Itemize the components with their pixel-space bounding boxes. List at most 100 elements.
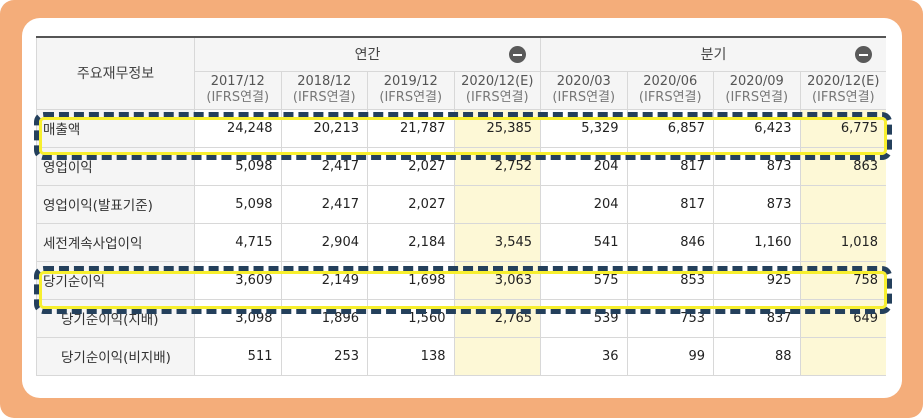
row-label: 당기순이익(지배) <box>36 298 195 338</box>
value-cell: 5,329 <box>540 108 628 148</box>
value-cell: 649 <box>799 298 886 338</box>
value-cell: 2,027 <box>367 146 455 186</box>
value-cell: 2,752 <box>453 146 542 186</box>
period-date: 2020/12(E) <box>461 73 534 89</box>
value-cell: 3,545 <box>453 222 542 262</box>
period-basis: (IFRS연결) <box>379 89 443 105</box>
minus-circle-icon[interactable] <box>509 46 527 63</box>
period-header-cell: 2020/09 (IFRS연결) <box>713 70 801 110</box>
period-date: 2020/06 <box>643 73 698 89</box>
period-basis: (IFRS연결) <box>465 89 529 105</box>
value-cell: 837 <box>713 298 801 338</box>
annual-group-header: 연간 <box>193 36 542 72</box>
period-header-cell: 2018/12 (IFRS연결) <box>280 70 368 110</box>
table-body: 매출액 24,248 20,213 21,787 25,385 5,329 6,857 6,4… <box>36 108 886 376</box>
value-cell <box>799 184 886 224</box>
row-label: 영업이익 <box>36 146 195 186</box>
financial-summary-table: 주요재무정보 연간 분기 2017/12 (IFRS연결) 2018/12 (IFRS… <box>36 36 886 376</box>
value-cell: 539 <box>540 298 628 338</box>
value-cell: 758 <box>799 260 886 300</box>
period-basis: (IFRS연결) <box>811 89 875 105</box>
value-cell: 25,385 <box>453 108 542 148</box>
period-date: 2020/09 <box>729 73 784 89</box>
value-cell: 4,715 <box>194 222 282 262</box>
value-cell: 1,698 <box>367 260 455 300</box>
value-cell: 846 <box>626 222 715 262</box>
value-cell: 2,904 <box>280 222 368 262</box>
period-basis: (IFRS연결) <box>725 89 789 105</box>
value-cell <box>799 336 886 376</box>
value-cell: 853 <box>626 260 715 300</box>
content-panel: 주요재무정보 연간 분기 2017/12 (IFRS연결) 2018/12 (IFRS… <box>22 18 902 398</box>
value-cell: 88 <box>713 336 801 376</box>
period-basis: (IFRS연결) <box>206 89 270 105</box>
table-row: 영업이익(발표기준) 5,098 2,417 2,027 204 817 873 <box>36 184 886 224</box>
period-date: 2020/03 <box>556 73 611 89</box>
value-cell <box>453 336 542 376</box>
table-row: 매출액 24,248 20,213 21,787 25,385 5,329 6,857 6,4… <box>36 108 886 148</box>
period-date: 2018/12 <box>297 73 352 89</box>
value-cell: 3,098 <box>194 298 282 338</box>
value-cell: 2,149 <box>280 260 368 300</box>
value-cell: 6,423 <box>713 108 801 148</box>
value-cell: 753 <box>626 298 715 338</box>
period-header-cell: 2020/12(E) (IFRS연결) <box>453 70 542 110</box>
value-cell: 21,787 <box>367 108 455 148</box>
value-cell: 2,417 <box>280 146 368 186</box>
period-header-cell: 2017/12 (IFRS연결) <box>194 70 282 110</box>
period-basis: (IFRS연결) <box>638 89 702 105</box>
table-row: 당기순이익 3,609 2,149 1,698 3,063 575 853 925 758 <box>36 260 886 300</box>
period-header-cell: 2020/12(E) (IFRS연결) <box>799 70 886 110</box>
value-cell: 2,027 <box>367 184 455 224</box>
table-row: 영업이익 5,098 2,417 2,027 2,752 204 817 873 863 <box>36 146 886 186</box>
value-cell: 1,896 <box>280 298 368 338</box>
quarter-label: 분기 <box>700 47 727 64</box>
value-cell: 925 <box>713 260 801 300</box>
period-date: 2020/12(E) <box>807 73 880 89</box>
value-cell: 575 <box>540 260 628 300</box>
value-cell: 863 <box>799 146 886 186</box>
quarter-group-header: 분기 <box>540 36 886 72</box>
value-cell: 204 <box>540 184 628 224</box>
value-cell: 6,857 <box>626 108 715 148</box>
value-cell: 1,018 <box>799 222 886 262</box>
value-cell: 5,098 <box>194 184 282 224</box>
value-cell: 6,775 <box>799 108 886 148</box>
value-cell: 3,063 <box>453 260 542 300</box>
table-row: 당기순이익(지배) 3,098 1,896 1,560 2,765 539 753 837 64… <box>36 298 886 338</box>
row-label: 당기순이익 <box>36 260 195 300</box>
value-cell: 2,765 <box>453 298 542 338</box>
period-date: 2017/12 <box>210 73 265 89</box>
value-cell: 3,609 <box>194 260 282 300</box>
value-cell: 204 <box>540 146 628 186</box>
value-cell: 138 <box>367 336 455 376</box>
value-cell: 20,213 <box>280 108 368 148</box>
value-cell: 1,560 <box>367 298 455 338</box>
value-cell: 36 <box>540 336 628 376</box>
row-header-title: 주요재무정보 <box>36 36 195 110</box>
value-cell: 511 <box>194 336 282 376</box>
row-label: 세전계속사업이익 <box>36 222 195 262</box>
value-cell: 99 <box>626 336 715 376</box>
value-cell: 817 <box>626 146 715 186</box>
period-header-cell: 2019/12 (IFRS연결) <box>367 70 455 110</box>
value-cell: 817 <box>626 184 715 224</box>
value-cell: 2,417 <box>280 184 368 224</box>
value-cell: 5,098 <box>194 146 282 186</box>
table-row: 세전계속사업이익 4,715 2,904 2,184 3,545 541 846 1,160 1… <box>36 222 886 262</box>
period-header-cell: 2020/03 (IFRS연결) <box>540 70 628 110</box>
value-cell: 2,184 <box>367 222 455 262</box>
value-cell: 541 <box>540 222 628 262</box>
minus-circle-icon[interactable] <box>855 46 873 63</box>
row-label: 매출액 <box>36 108 195 148</box>
value-cell: 1,160 <box>713 222 801 262</box>
annual-label: 연간 <box>354 47 381 64</box>
period-basis: (IFRS연결) <box>552 89 616 105</box>
period-basis: (IFRS연결) <box>292 89 356 105</box>
table-row: 당기순이익(비지배) 511 253 138 36 99 88 <box>36 336 886 376</box>
value-cell: 253 <box>280 336 368 376</box>
row-label: 영업이익(발표기준) <box>36 184 195 224</box>
row-label: 당기순이익(비지배) <box>36 336 195 376</box>
value-cell <box>453 184 542 224</box>
